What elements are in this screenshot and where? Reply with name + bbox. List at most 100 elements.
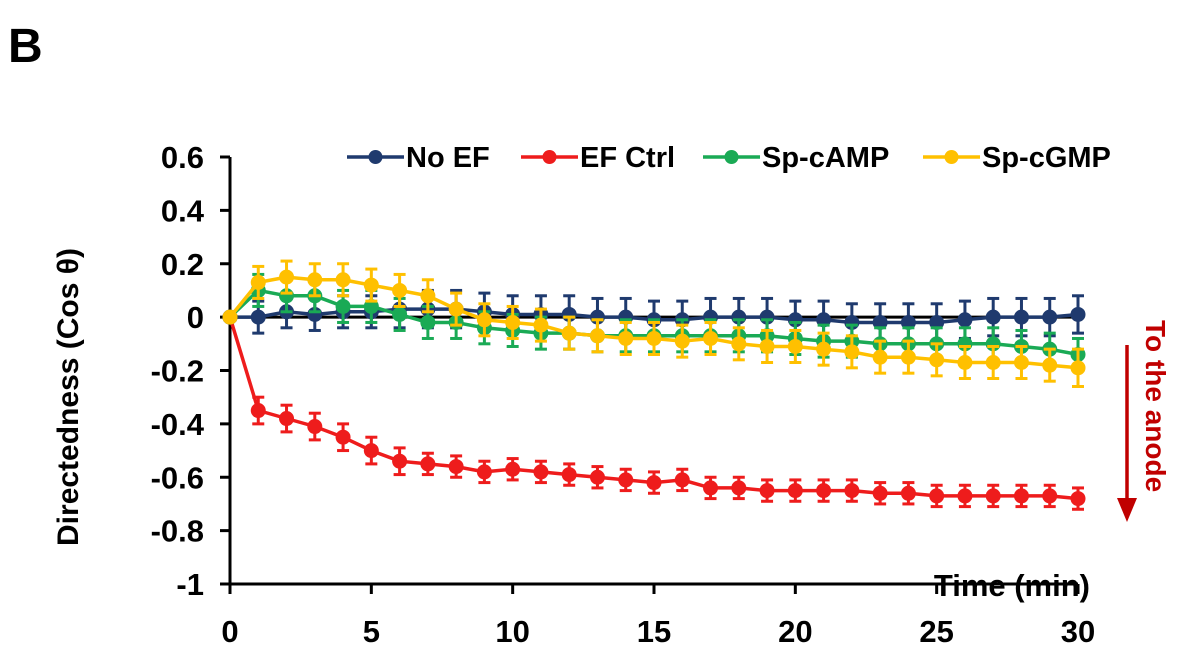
data-point bbox=[957, 488, 973, 504]
data-point bbox=[589, 469, 605, 485]
data-point bbox=[872, 349, 888, 365]
anode-arrow-head bbox=[1117, 498, 1137, 522]
legend-item: EF Ctrl bbox=[521, 142, 675, 174]
series-sp-cgmp bbox=[222, 259, 1086, 389]
y-tick-label: -0.6 bbox=[151, 460, 204, 495]
y-tick-label: 0.2 bbox=[161, 247, 204, 282]
data-point bbox=[1070, 491, 1086, 507]
data-point bbox=[335, 429, 351, 445]
x-tick-label: 15 bbox=[637, 614, 671, 647]
data-point bbox=[872, 485, 888, 501]
legend-item: Sp-cGMP bbox=[923, 142, 1111, 174]
data-point bbox=[335, 298, 351, 314]
data-point bbox=[448, 459, 464, 475]
panel-label: B bbox=[8, 20, 43, 73]
data-point bbox=[279, 411, 295, 427]
data-point bbox=[1070, 360, 1086, 376]
legend-item: No EF bbox=[347, 142, 490, 174]
data-point bbox=[929, 488, 945, 504]
data-point bbox=[929, 314, 945, 330]
data-point bbox=[674, 333, 690, 349]
data-point bbox=[250, 403, 266, 419]
data-point bbox=[646, 330, 662, 346]
data-point bbox=[476, 464, 492, 480]
y-tick-label: -0.4 bbox=[151, 407, 205, 442]
x-tick-label: 5 bbox=[363, 614, 380, 647]
data-point bbox=[1013, 354, 1029, 370]
legend-label: Sp-cAMP bbox=[762, 142, 889, 174]
x-tick-label: 0 bbox=[221, 614, 238, 647]
legend-label: No EF bbox=[406, 142, 490, 174]
data-point bbox=[646, 475, 662, 491]
data-point bbox=[731, 480, 747, 496]
legend-label: EF Ctrl bbox=[580, 142, 675, 174]
data-point bbox=[561, 325, 577, 341]
data-point bbox=[1042, 488, 1058, 504]
y-tick-label: -1 bbox=[176, 567, 204, 602]
x-tick-label: 10 bbox=[495, 614, 529, 647]
data-point bbox=[816, 341, 832, 357]
data-point bbox=[420, 314, 436, 330]
data-point bbox=[279, 269, 295, 285]
y-tick-label: 0.4 bbox=[161, 193, 205, 228]
data-point bbox=[307, 419, 323, 435]
data-point bbox=[816, 483, 832, 499]
data-point bbox=[420, 288, 436, 304]
y-tick-label: -0.2 bbox=[151, 354, 204, 389]
legend-swatch-marker bbox=[542, 150, 557, 164]
data-point bbox=[1070, 306, 1086, 322]
data-point bbox=[363, 277, 379, 293]
anode-label: To the anode bbox=[1140, 320, 1171, 492]
data-point bbox=[505, 314, 521, 330]
legend-swatch-marker bbox=[724, 150, 739, 164]
data-point bbox=[618, 472, 634, 488]
x-tick-label: 30 bbox=[1061, 614, 1095, 647]
data-point bbox=[1042, 309, 1058, 325]
data-point bbox=[957, 312, 973, 328]
data-point bbox=[420, 456, 436, 472]
data-point bbox=[787, 338, 803, 354]
data-point bbox=[985, 354, 1001, 370]
data-point bbox=[816, 312, 832, 328]
data-point bbox=[589, 328, 605, 344]
anode-annotation: To the anode bbox=[1117, 320, 1171, 522]
data-point bbox=[392, 282, 408, 298]
y-axis: 0.6 0.4 0.2 0 -0.2 -0.4 -0.6 -0.8 -1 bbox=[151, 140, 232, 602]
data-point bbox=[844, 344, 860, 360]
data-point bbox=[872, 314, 888, 330]
data-point bbox=[1013, 309, 1029, 325]
data-point bbox=[985, 309, 1001, 325]
data-point bbox=[787, 483, 803, 499]
data-point bbox=[222, 309, 238, 325]
legend: No EF EF Ctrl Sp-cAMP Sp-cGMP bbox=[347, 142, 1111, 174]
data-point bbox=[703, 330, 719, 346]
data-point bbox=[307, 272, 323, 288]
data-point bbox=[900, 314, 916, 330]
data-point bbox=[900, 485, 916, 501]
data-point bbox=[392, 453, 408, 469]
data-point bbox=[618, 330, 634, 346]
x-tick-label: 25 bbox=[919, 614, 953, 647]
data-point bbox=[476, 312, 492, 328]
data-point bbox=[731, 336, 747, 352]
series-ef-ctrl bbox=[222, 309, 1086, 511]
x-axis: 0 5 10 15 20 25 30 bbox=[221, 582, 1095, 647]
data-point bbox=[1042, 357, 1058, 373]
data-point bbox=[561, 467, 577, 483]
data-point bbox=[957, 354, 973, 370]
y-tick-label: 0.6 bbox=[161, 140, 204, 175]
y-tick-label: 0 bbox=[187, 300, 204, 335]
data-point bbox=[703, 480, 719, 496]
data-point bbox=[929, 352, 945, 368]
x-tick-label: 20 bbox=[778, 614, 812, 647]
data-point bbox=[900, 349, 916, 365]
legend-label: Sp-cGMP bbox=[982, 142, 1111, 174]
data-point bbox=[674, 472, 690, 488]
data-point bbox=[505, 461, 521, 477]
data-point bbox=[363, 298, 379, 314]
data-point bbox=[844, 483, 860, 499]
x-axis-label: Time (min) bbox=[934, 568, 1090, 603]
legend-swatch-marker bbox=[944, 150, 959, 164]
data-point bbox=[533, 317, 549, 333]
